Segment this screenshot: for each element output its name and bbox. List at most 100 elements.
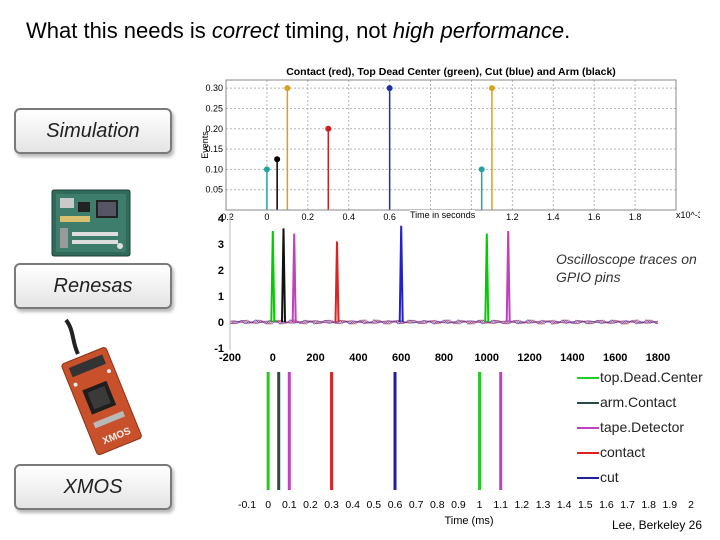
sim-stem-marker xyxy=(284,85,291,92)
footer: Lee, Berkeley 26 xyxy=(611,518,702,532)
sim-x-tick-label: 1.4 xyxy=(547,212,560,222)
sim-y-tick-label: 0.20 xyxy=(205,124,223,134)
sim-grid xyxy=(225,80,676,210)
sim-x-tick-label: 0.6 xyxy=(383,212,396,222)
osc-x-tick-label: 1600 xyxy=(603,352,627,364)
sim-x-tick-label: -0.2 xyxy=(218,212,234,222)
sim-stem-marker xyxy=(325,125,332,132)
osc-x-tick-label: 1800 xyxy=(646,352,670,364)
simulation-label: Simulation xyxy=(14,108,172,154)
osc-x-tick-label: 200 xyxy=(306,352,324,364)
osc-pulse xyxy=(398,225,404,323)
sim-stem-marker xyxy=(274,156,281,163)
tim-x-tick-label: 1.5 xyxy=(578,499,593,511)
title-text-end: . xyxy=(564,18,571,43)
xmos-timing-chart: -0.1 0 0.1 0.2 0.3 0.4 0.5 0.6 0.7 0.8 0.9 1 1.1 1.2 1… xyxy=(238,370,703,527)
tim-x-tick-label: 1.7 xyxy=(620,499,635,511)
osc-y-tick-label: 4 xyxy=(218,213,225,225)
sim-xlabel: Time in seconds xyxy=(410,210,476,220)
tim-x-tick-label: 0.9 xyxy=(451,499,466,511)
osc-ticks: -200 0 200 400 600 800 1000 1200 1400 1600 1800-10… xyxy=(214,213,670,364)
title-emphasis-performance: high performance xyxy=(392,18,565,43)
sim-axes-frame xyxy=(225,79,677,211)
osc-y-tick-label: 0 xyxy=(218,317,224,329)
sim-y-tick-label: 0.30 xyxy=(205,83,223,93)
osc-pulse xyxy=(270,230,276,323)
sim-stem-marker xyxy=(488,85,495,92)
sim-stem-marker xyxy=(478,166,485,173)
title-text-mid: timing, not xyxy=(279,18,393,43)
tim-x-tick-label: 1.6 xyxy=(599,499,614,511)
tim-x-tick-label: 1.4 xyxy=(557,499,572,511)
oscilloscope-chart: -200 0 200 400 600 800 1000 1200 1400 1600 1800-10… xyxy=(214,213,670,364)
xmos-label: XMOS xyxy=(14,464,172,510)
tim-x-tick-label: 2 xyxy=(688,499,694,511)
sim-x-tick-label: 0 xyxy=(264,212,269,222)
osc-baseline-trace xyxy=(229,319,659,325)
sim-x-tick-label: 0.4 xyxy=(342,212,355,222)
osc-y-tick-label: -1 xyxy=(214,343,224,355)
tim-x-tick-label: 0.5 xyxy=(367,499,382,511)
renesas-board-photo xyxy=(51,189,131,257)
sim-ylabel: Events xyxy=(200,131,210,159)
tim-x-tick-label: 0 xyxy=(265,499,271,511)
tim-x-tick-label: -0.1 xyxy=(238,499,256,511)
slide-title: What this needs is correct timing, not h… xyxy=(26,18,570,44)
tim-ticks: -0.1 0 0.1 0.2 0.3 0.4 0.5 0.6 0.7 0.8 0.9 1 1.1 1.2 1… xyxy=(238,499,694,511)
osc-y-tick-label: 3 xyxy=(218,239,224,251)
osc-x-tick-label: 1200 xyxy=(517,352,541,364)
tim-legend: top.Dead.Center arm.Contact tape.Detector c… xyxy=(577,370,703,485)
tim-legend-label: tape.Detector xyxy=(600,419,684,435)
osc-x-tick-label: 1400 xyxy=(560,352,584,364)
osc-pulse xyxy=(334,241,340,323)
sim-y-tick-label: 0.05 xyxy=(205,185,223,195)
sim-x-tick-label: 1.2 xyxy=(506,212,519,222)
osc-x-tick-label: 600 xyxy=(392,352,410,364)
osc-x-tick-label: 0 xyxy=(270,352,276,364)
osc-pulse xyxy=(484,233,490,323)
tim-xlabel: Time (ms) xyxy=(444,515,493,527)
tim-x-tick-label: 0.6 xyxy=(388,499,403,511)
sim-y-tick-label: 0.10 xyxy=(205,164,223,174)
osc-annotation: Oscilloscope traces on GPIO pins xyxy=(556,251,697,285)
osc-pulse xyxy=(281,228,286,323)
sim-stems xyxy=(263,85,495,210)
osc-pulses xyxy=(270,225,511,323)
tim-x-tick-label: 0.2 xyxy=(303,499,318,511)
tim-x-tick-label: 1.8 xyxy=(641,499,656,511)
sim-x-tick-label: 1.8 xyxy=(629,212,642,222)
tim-legend-label: arm.Contact xyxy=(600,394,676,410)
tim-x-tick-label: 1.3 xyxy=(536,499,551,511)
tim-x-tick-label: 0.4 xyxy=(345,499,360,511)
osc-y-tick-label: 1 xyxy=(218,291,224,303)
sim-y-tick-label: 0.15 xyxy=(205,144,223,154)
osc-pulse xyxy=(505,230,511,323)
sim-y-tick-label: 0.25 xyxy=(205,103,223,113)
osc-y-tick-label: 2 xyxy=(218,265,224,277)
osc-noise xyxy=(229,319,659,325)
sim-x-multiplier: x10^-3 xyxy=(676,210,700,220)
sim-ticks: -0.200.20.40.60.811.21.41.61.80.050.100.… xyxy=(205,83,641,222)
sim-stem-marker xyxy=(386,85,393,92)
osc-baseline-trace xyxy=(229,319,659,325)
osc-x-tick-label: 800 xyxy=(435,352,453,364)
sim-stem-marker xyxy=(263,166,270,173)
sim-title: Contact (red), Top Dead Center (green), … xyxy=(286,66,616,78)
tim-legend-label: cut xyxy=(600,469,619,485)
title-emphasis-correct: correct xyxy=(211,18,280,43)
sim-x-tick-label: 0.2 xyxy=(302,212,315,222)
xmos-board-photo: XMOS xyxy=(61,318,142,456)
tim-legend-label: top.Dead.Center xyxy=(600,370,703,385)
osc-pulse xyxy=(291,233,297,323)
sim-x-tick-label: 1.6 xyxy=(588,212,601,222)
tim-x-tick-label: 1.9 xyxy=(663,499,678,511)
tim-x-tick-label: 0.8 xyxy=(430,499,445,511)
tim-legend-label: contact xyxy=(600,444,645,460)
title-text: What this needs is xyxy=(26,18,212,43)
osc-x-tick-label: -200 xyxy=(219,352,241,364)
osc-x-tick-label: 400 xyxy=(349,352,367,364)
renesas-label: Renesas xyxy=(14,263,172,309)
tim-x-tick-label: 1.2 xyxy=(515,499,530,511)
osc-x-tick-label: 1000 xyxy=(475,352,499,364)
tim-x-tick-label: 0.7 xyxy=(409,499,424,511)
